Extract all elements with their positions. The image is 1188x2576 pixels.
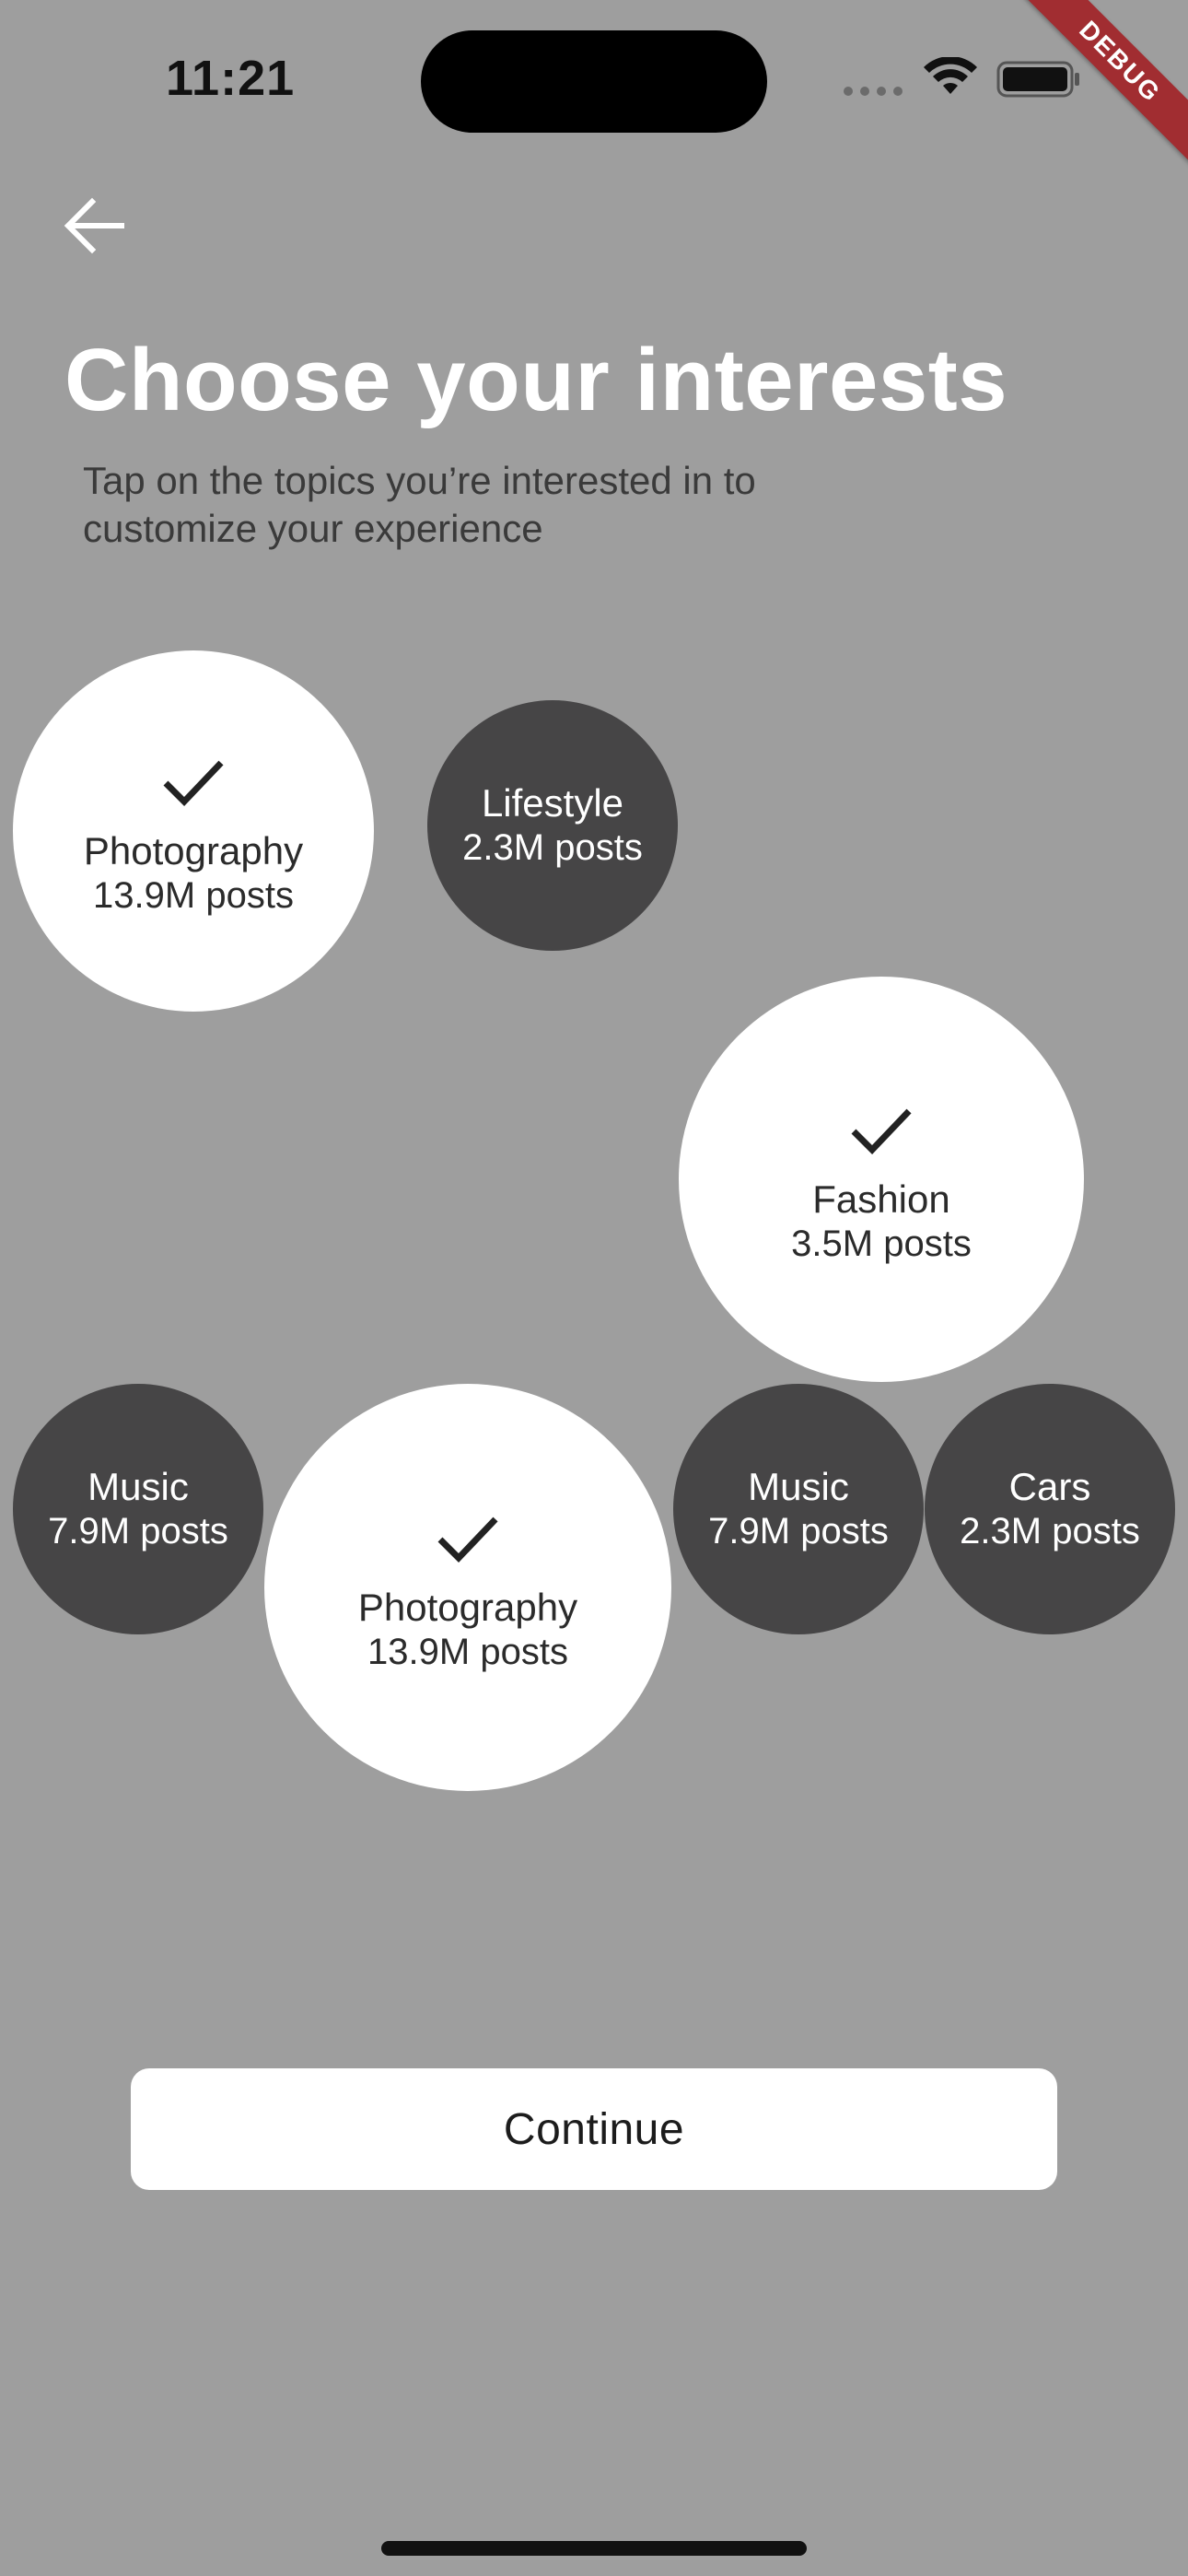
home-indicator[interactable] — [381, 2541, 807, 2556]
continue-button[interactable]: Continue — [131, 2068, 1057, 2190]
cellular-signal-icon — [844, 87, 903, 96]
topic-name: Music — [748, 1465, 849, 1508]
topic-bubble-photography[interactable]: Photography 13.9M posts — [13, 650, 374, 1012]
topic-name: Photography — [357, 1586, 578, 1629]
back-button[interactable] — [55, 184, 138, 267]
page-subtitle: Tap on the topics you’re interested in t… — [83, 459, 756, 550]
topic-posts-count: 13.9M posts — [93, 875, 294, 916]
topic-posts-count: 7.9M posts — [48, 1511, 228, 1551]
topic-posts-count: 2.3M posts — [960, 1511, 1140, 1551]
topic-name: Lifestyle — [481, 781, 624, 825]
topic-posts-count: 13.9M posts — [367, 1632, 568, 1672]
topic-name: Photography — [83, 829, 304, 872]
arrow-left-icon — [64, 197, 124, 254]
dynamic-island — [421, 30, 767, 133]
topic-name: Fashion — [812, 1177, 950, 1221]
topic-posts-count: 7.9M posts — [708, 1511, 889, 1551]
topic-name: Music — [87, 1465, 189, 1508]
status-time: 11:21 — [166, 51, 296, 106]
topic-bubble-cars[interactable]: Cars 2.3M posts — [925, 1384, 1175, 1634]
topic-posts-count: 2.3M posts — [462, 827, 643, 868]
topic-bubble-lifestyle[interactable]: Lifestyle 2.3M posts — [427, 700, 678, 951]
status-bar: 11:21 DEBUG — [0, 0, 1188, 181]
topic-bubble-fashion[interactable]: Fashion 3.5M posts — [679, 977, 1084, 1382]
topic-bubble-music-2[interactable]: Music 7.9M posts — [673, 1384, 924, 1634]
check-icon — [437, 1516, 498, 1563]
topic-posts-count: 3.5M posts — [791, 1224, 972, 1264]
page-title: Choose your interests — [64, 331, 1008, 429]
check-icon — [163, 760, 224, 807]
wifi-icon — [924, 57, 977, 94]
topic-name: Cars — [1008, 1465, 1091, 1508]
check-icon — [851, 1108, 912, 1155]
battery-icon — [996, 61, 1079, 98]
topic-bubble-photography-2[interactable]: Photography 13.9M posts — [264, 1384, 671, 1791]
topic-bubble-music[interactable]: Music 7.9M posts — [13, 1384, 263, 1634]
